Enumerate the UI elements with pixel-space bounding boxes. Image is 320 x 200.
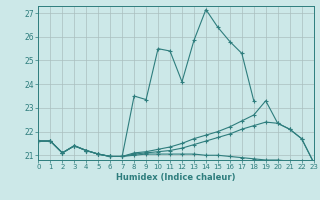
X-axis label: Humidex (Indice chaleur): Humidex (Indice chaleur) [116, 173, 236, 182]
